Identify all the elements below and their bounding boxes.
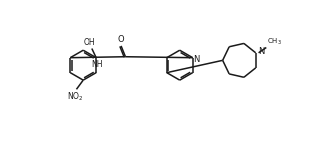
Text: NH: NH: [91, 60, 102, 69]
Text: OH: OH: [84, 38, 96, 47]
Text: O: O: [117, 35, 124, 44]
Text: N: N: [193, 55, 200, 64]
Text: N: N: [258, 47, 264, 56]
Text: NO$_2$: NO$_2$: [67, 91, 84, 103]
Text: CH$_3$: CH$_3$: [267, 37, 282, 47]
